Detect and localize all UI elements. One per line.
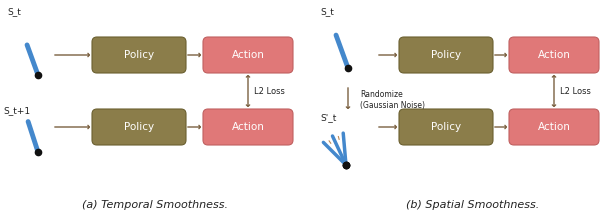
Text: Policy: Policy bbox=[124, 50, 154, 60]
Text: S_t: S_t bbox=[7, 7, 21, 16]
Text: S'_t: S'_t bbox=[320, 113, 336, 122]
Text: S_t+1: S_t+1 bbox=[3, 106, 30, 115]
Text: Action: Action bbox=[232, 122, 264, 132]
Text: Action: Action bbox=[538, 122, 570, 132]
Text: L2 Loss: L2 Loss bbox=[560, 86, 591, 95]
Text: Policy: Policy bbox=[431, 122, 461, 132]
Text: Action: Action bbox=[232, 50, 264, 60]
FancyBboxPatch shape bbox=[509, 37, 599, 73]
Text: L2 Loss: L2 Loss bbox=[254, 86, 285, 95]
FancyBboxPatch shape bbox=[203, 37, 293, 73]
FancyBboxPatch shape bbox=[509, 109, 599, 145]
Text: Action: Action bbox=[538, 50, 570, 60]
FancyBboxPatch shape bbox=[92, 37, 186, 73]
FancyBboxPatch shape bbox=[399, 37, 493, 73]
Text: (a) Temporal Smoothness.: (a) Temporal Smoothness. bbox=[82, 200, 228, 210]
FancyBboxPatch shape bbox=[203, 109, 293, 145]
Text: S_t: S_t bbox=[320, 7, 334, 16]
Text: Policy: Policy bbox=[124, 122, 154, 132]
Text: (b) Spatial Smoothness.: (b) Spatial Smoothness. bbox=[407, 200, 540, 210]
FancyBboxPatch shape bbox=[92, 109, 186, 145]
Text: Randomize
(Gaussian Noise): Randomize (Gaussian Noise) bbox=[360, 90, 425, 110]
Text: Policy: Policy bbox=[431, 50, 461, 60]
FancyBboxPatch shape bbox=[399, 109, 493, 145]
